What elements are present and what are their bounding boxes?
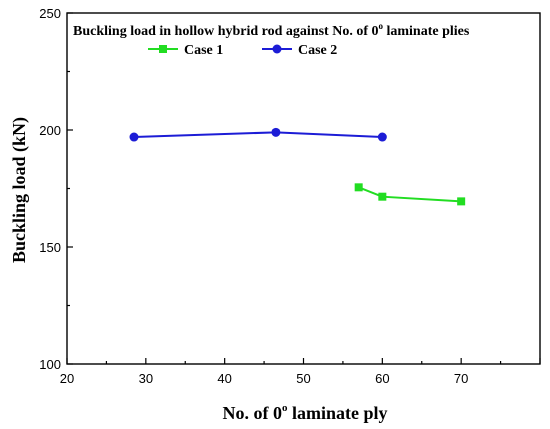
series-2 xyxy=(129,127,387,142)
x-tick-label: 70 xyxy=(454,371,468,386)
series-1-point xyxy=(354,183,363,192)
legend-marker xyxy=(272,44,282,54)
series-1-point xyxy=(378,192,387,201)
y-tick-label: 250 xyxy=(39,6,61,21)
x-axis-title-main: No. of 0 xyxy=(222,403,282,423)
chart-title-superscript: o xyxy=(378,21,383,31)
legend-marker xyxy=(159,45,167,53)
y-axis-ticks: 100 150 200 250 xyxy=(39,6,73,372)
series-1-point xyxy=(457,197,466,206)
legend-item-1: Case 1 xyxy=(148,43,223,58)
x-axis-title-superscript: o xyxy=(282,402,288,414)
x-tick-label: 20 xyxy=(60,371,74,386)
x-tick-label: 30 xyxy=(139,371,153,386)
y-tick-label: 150 xyxy=(39,240,61,255)
y-tick-label: 200 xyxy=(39,123,61,138)
chart-title-suffix: laminate plies xyxy=(383,24,470,39)
series-2-line xyxy=(133,131,383,139)
y-axis-title: Buckling load (kN) xyxy=(9,117,30,263)
legend: Case 1 Case 2 xyxy=(148,43,337,58)
x-axis-title-suffix: laminate ply xyxy=(287,403,387,423)
legend-item-2: Case 2 xyxy=(262,43,337,58)
series-2-point xyxy=(377,132,387,142)
series-2-point xyxy=(271,127,281,137)
legend-label: Case 1 xyxy=(184,43,223,58)
x-axis-title: No. of 0o laminate ply xyxy=(222,402,387,423)
series-layer xyxy=(129,127,466,206)
chart-title-main: Buckling load in hollow hybrid rod again… xyxy=(73,24,378,39)
legend-label: Case 2 xyxy=(298,43,337,58)
series-1-line xyxy=(358,186,462,203)
plot-frame xyxy=(66,12,541,365)
y-tick-label: 100 xyxy=(39,357,61,372)
x-tick-label: 50 xyxy=(296,371,310,386)
series-2-point xyxy=(129,132,139,142)
axes xyxy=(66,12,541,365)
x-tick-label: 60 xyxy=(375,371,389,386)
x-tick-label: 40 xyxy=(217,371,231,386)
series-1 xyxy=(354,183,466,206)
x-axis-ticks: 20 30 40 50 60 70 xyxy=(60,358,541,386)
chart-title: Buckling load in hollow hybrid rod again… xyxy=(73,21,470,39)
